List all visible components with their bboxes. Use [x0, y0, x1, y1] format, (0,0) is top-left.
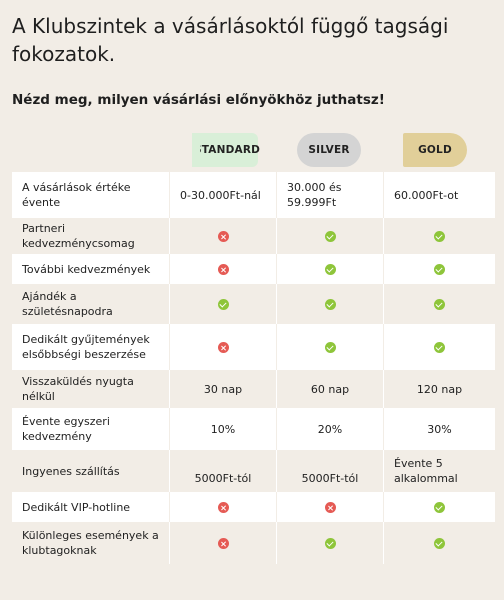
value-cell: Évente 5 alkalommal — [383, 450, 495, 492]
status-cell — [169, 324, 277, 370]
table-row: Különleges események a klubtagoknak — [12, 522, 495, 564]
status-cell — [383, 324, 495, 370]
status-cell — [169, 284, 277, 324]
value-cell: 120 nap — [383, 370, 495, 408]
value-cell: 5000Ft-tól — [169, 450, 277, 492]
page-title: A Klubszintek a vásárlásoktól függő tags… — [12, 14, 449, 66]
gold-badge: GOLD — [403, 133, 467, 167]
value-cell: 20% — [276, 408, 384, 450]
check-icon — [434, 264, 445, 275]
check-icon — [324, 264, 336, 275]
value-cell: 30.000 és 59.999Ft — [276, 172, 384, 218]
check-icon — [324, 342, 336, 353]
cross-icon — [217, 231, 229, 242]
table-row: Ingyenes szállítás 5000Ft-tól 5000Ft-tól Év… — [12, 450, 495, 492]
row-label: Dedikált VIP-hotline — [12, 492, 170, 522]
cross-icon — [324, 502, 336, 513]
status-cell — [169, 522, 277, 564]
row-label: A vásárlások értéke évente — [12, 172, 170, 218]
status-cell — [276, 492, 384, 522]
tier-silver: SILVER — [281, 128, 377, 172]
silver-badge: SILVER — [297, 133, 361, 167]
check-icon — [434, 342, 445, 353]
row-label: Partneri kedvezménycsomag — [12, 218, 170, 254]
page-subtitle: Nézd meg, milyen vásárlási előnyökhöz ju… — [12, 92, 385, 108]
status-cell — [169, 218, 277, 254]
status-cell — [276, 218, 384, 254]
value-cell: 30 nap — [169, 370, 277, 408]
status-cell — [383, 218, 495, 254]
check-icon — [324, 231, 336, 242]
check-icon — [324, 299, 336, 310]
table-row: További kedvezmények — [12, 254, 495, 284]
value-cell: 5000Ft-tól — [276, 450, 384, 492]
cross-icon — [217, 264, 229, 275]
status-cell — [276, 284, 384, 324]
table-row: Visszaküldés nyugta nélkül 30 nap 60 nap 12… — [12, 370, 495, 408]
status-cell — [276, 324, 384, 370]
tier-gold: GOLD — [387, 128, 483, 172]
check-icon — [434, 538, 445, 549]
row-label: Különleges események a klubtagoknak — [12, 522, 170, 564]
value-cell: 60 nap — [276, 370, 384, 408]
row-label: Dedikált gyűjtemények elsőbbségi beszerz… — [12, 324, 170, 370]
value-cell: 60.000Ft-ot — [383, 172, 495, 218]
table-row: Évente egyszeri kedvezmény 10% 20% 30% — [12, 408, 495, 450]
table-row: Dedikált VIP-hotline — [12, 492, 495, 522]
row-label: Ajándék a születésnapodra — [12, 284, 170, 324]
tier-standard: STANDARD — [179, 128, 275, 172]
status-cell — [169, 492, 277, 522]
table-row: Partneri kedvezménycsomag — [12, 218, 495, 254]
status-cell — [276, 522, 384, 564]
check-icon — [434, 502, 445, 513]
standard-badge: STANDARD — [192, 133, 260, 167]
table-row: Ajándék a születésnapodra — [12, 284, 495, 324]
status-cell — [169, 254, 277, 284]
status-cell — [383, 254, 495, 284]
cross-icon — [217, 342, 229, 353]
check-icon — [324, 538, 336, 549]
comparison-table: A vásárlások értéke évente 0-30.000Ft-nál… — [12, 172, 495, 564]
row-label: További kedvezmények — [12, 254, 170, 284]
cross-icon — [217, 538, 229, 549]
tier-header: STANDARD SILVER GOLD — [0, 128, 504, 172]
status-cell — [276, 254, 384, 284]
cross-icon — [217, 502, 229, 513]
table-row: Dedikált gyűjtemények elsőbbségi beszerz… — [12, 324, 495, 370]
status-cell — [383, 492, 495, 522]
check-icon — [434, 231, 445, 242]
table-row: A vásárlások értéke évente 0-30.000Ft-nál… — [12, 172, 495, 218]
value-cell: 10% — [169, 408, 277, 450]
status-cell — [383, 284, 495, 324]
value-cell: 0-30.000Ft-nál — [169, 172, 277, 218]
value-cell: 30% — [383, 408, 495, 450]
check-icon — [217, 299, 229, 310]
row-label: Visszaküldés nyugta nélkül — [12, 370, 170, 408]
check-icon — [434, 299, 445, 310]
status-cell — [383, 522, 495, 564]
row-label: Ingyenes szállítás — [12, 450, 170, 492]
row-label: Évente egyszeri kedvezmény — [12, 408, 170, 450]
